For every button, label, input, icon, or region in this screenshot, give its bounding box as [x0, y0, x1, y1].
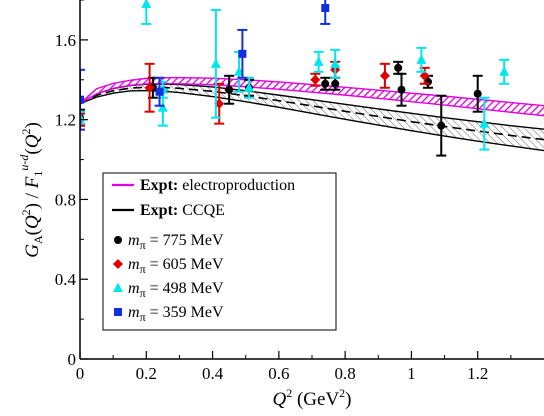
electroproduction-lower-line: [80, 82, 544, 117]
data-point: [244, 82, 255, 92]
data-point: [397, 85, 406, 94]
x-tick-label: 1.2: [467, 364, 488, 383]
data-point: [321, 79, 330, 88]
x-tick-label: 0.2: [136, 364, 157, 383]
y-tick-label: 0.8: [55, 190, 76, 209]
electroproduction-upper-line: [80, 76, 544, 107]
data-point: [155, 87, 164, 96]
legend-marker-square: [114, 308, 122, 316]
legend-label-triangle: mπ = 498 MeV: [128, 280, 224, 300]
data-point: [321, 3, 330, 12]
data-point: [313, 56, 324, 66]
x-tick-label: 0.6: [268, 364, 289, 383]
data-point: [225, 85, 234, 94]
x-tick-label: 0.8: [335, 364, 356, 383]
points-layer: [80, 0, 510, 157]
data-point: [157, 102, 168, 112]
legend-label-electroproduction: Expt: electroproduction: [140, 177, 295, 194]
y-axis-title: GA(Q2) / F1u-d(Q2): [17, 122, 45, 258]
ticks-layer: 0 0.2 0.4 0.6 0.8 1 1.2 0 0.4 0.8 1.2 1.6: [55, 0, 512, 383]
data-point: [331, 79, 340, 88]
legend-label-square: mπ = 359 MeV: [128, 304, 224, 324]
data-point: [80, 95, 84, 104]
y-tick-label: 0: [68, 350, 77, 369]
y-tick-label: 1.6: [55, 31, 76, 50]
legend-box: [102, 172, 337, 331]
legend-marker-circle: [114, 236, 122, 244]
data-point: [238, 49, 247, 58]
data-point: [141, 0, 152, 8]
data-point: [437, 121, 446, 130]
x-tick-label: 0: [76, 364, 85, 383]
x-tick-label: 1: [407, 364, 416, 383]
x-tick-label: 0.4: [202, 364, 224, 383]
legend-label-diamond: mπ = 605 MeV: [128, 256, 224, 276]
legend-marker-diamond: [113, 259, 123, 269]
series-square-group: [80, 0, 331, 131]
data-point: [499, 66, 510, 76]
legend: Expt: electroproduction Expt: CCQE mπ = 77…: [102, 172, 337, 331]
legend-label-circle: mπ = 775 MeV: [128, 232, 224, 252]
ccqe-lower-line: [80, 89, 544, 152]
data-point: [394, 63, 403, 72]
data-point: [379, 70, 390, 81]
x-axis-title: Q2 (GeV2): [272, 386, 351, 410]
data-point: [310, 74, 321, 85]
data-point: [210, 58, 221, 68]
data-point: [473, 89, 482, 98]
data-point: [330, 58, 341, 68]
legend-label-CCQE: Expt: CCQE: [140, 202, 225, 219]
y-tick-label: 1.2: [55, 111, 76, 130]
data-point: [419, 70, 430, 81]
data-point: [479, 118, 490, 128]
data-point: [416, 54, 427, 64]
legend-items: Expt: electroproduction Expt: CCQE mπ = 77…: [112, 177, 295, 324]
ccqe-central-line: [80, 86, 544, 141]
data-point: [144, 82, 155, 93]
legend-marker-triangle: [113, 282, 123, 292]
y-tick-label: 0.4: [55, 270, 77, 289]
